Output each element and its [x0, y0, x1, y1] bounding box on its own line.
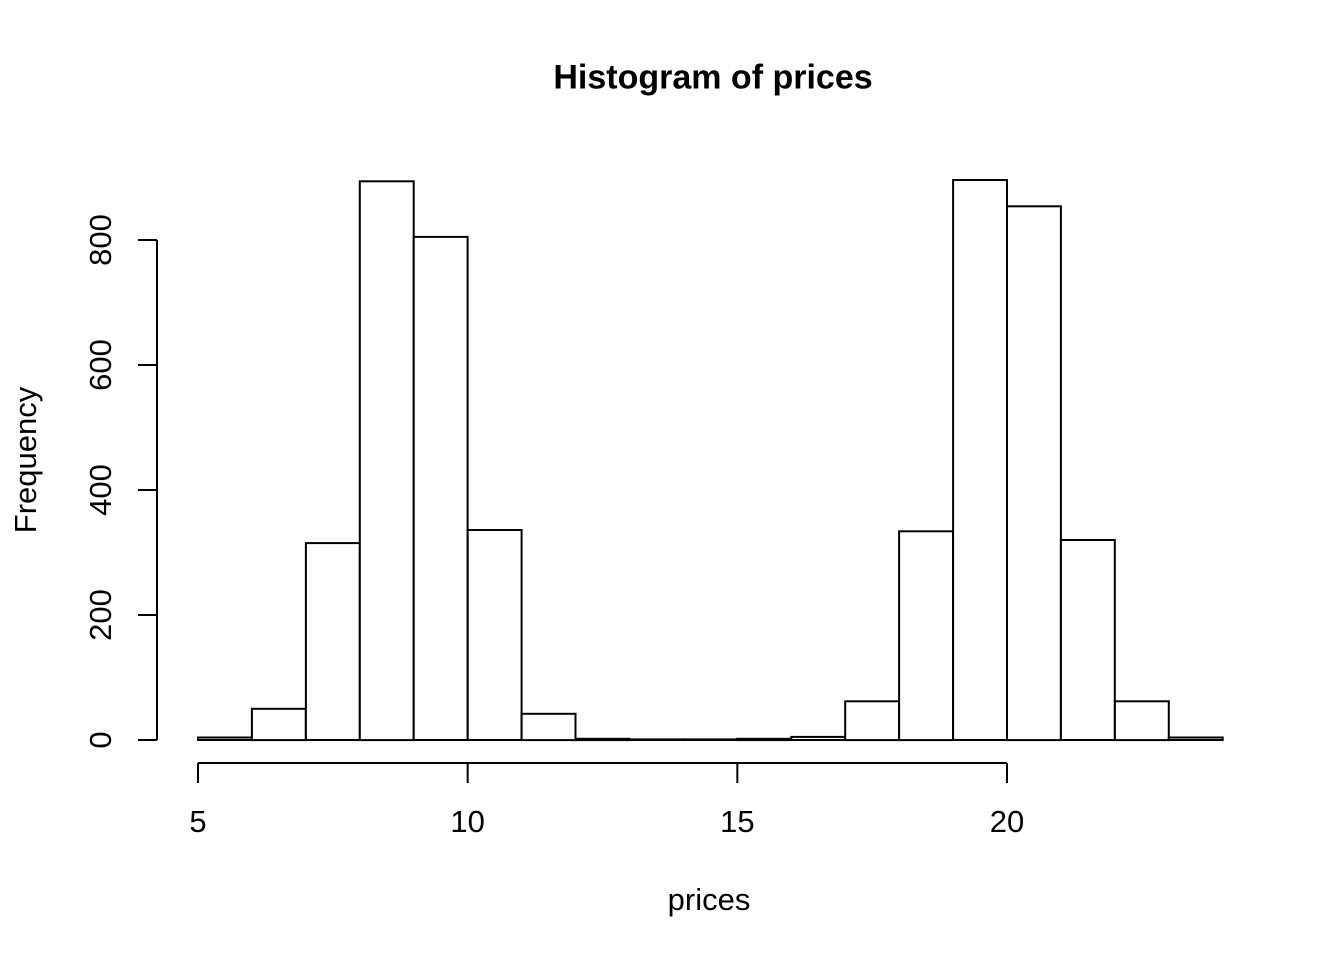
histogram-bar	[466, 529, 523, 741]
histogram-bar	[682, 738, 739, 742]
histogram-bar	[1059, 539, 1116, 741]
y-tick-label: 800	[83, 214, 118, 266]
histogram-bar	[1113, 700, 1170, 742]
histogram-bar	[736, 737, 793, 742]
y-tick-label: 400	[83, 464, 118, 516]
histogram-bar	[358, 180, 415, 742]
histogram-bar	[628, 738, 685, 742]
histogram-bar	[250, 707, 307, 742]
y-tick-label: 600	[83, 339, 118, 391]
histogram-bar	[952, 179, 1008, 741]
chart-title: Histogram of prices	[553, 58, 873, 97]
y-axis-label: Frequency	[8, 386, 43, 534]
x-tick-label: 20	[990, 804, 1024, 839]
x-axis-label: prices	[667, 882, 751, 917]
histogram-bar	[574, 737, 631, 742]
x-tick-label: 10	[450, 804, 484, 839]
histogram-bar	[197, 736, 253, 741]
histogram-bar	[520, 712, 577, 742]
histogram-bar	[1167, 736, 1224, 741]
histogram-bar	[844, 700, 901, 742]
y-tick-label: 200	[83, 589, 118, 641]
histogram-bar	[898, 530, 954, 742]
histogram-bar	[1006, 205, 1062, 742]
histogram-bar	[790, 735, 847, 742]
histogram-bar	[304, 542, 361, 741]
x-tick-label: 15	[720, 804, 754, 839]
y-tick-label: 0	[83, 731, 118, 748]
histogram-bar	[412, 235, 469, 741]
x-tick-label: 5	[189, 804, 206, 839]
